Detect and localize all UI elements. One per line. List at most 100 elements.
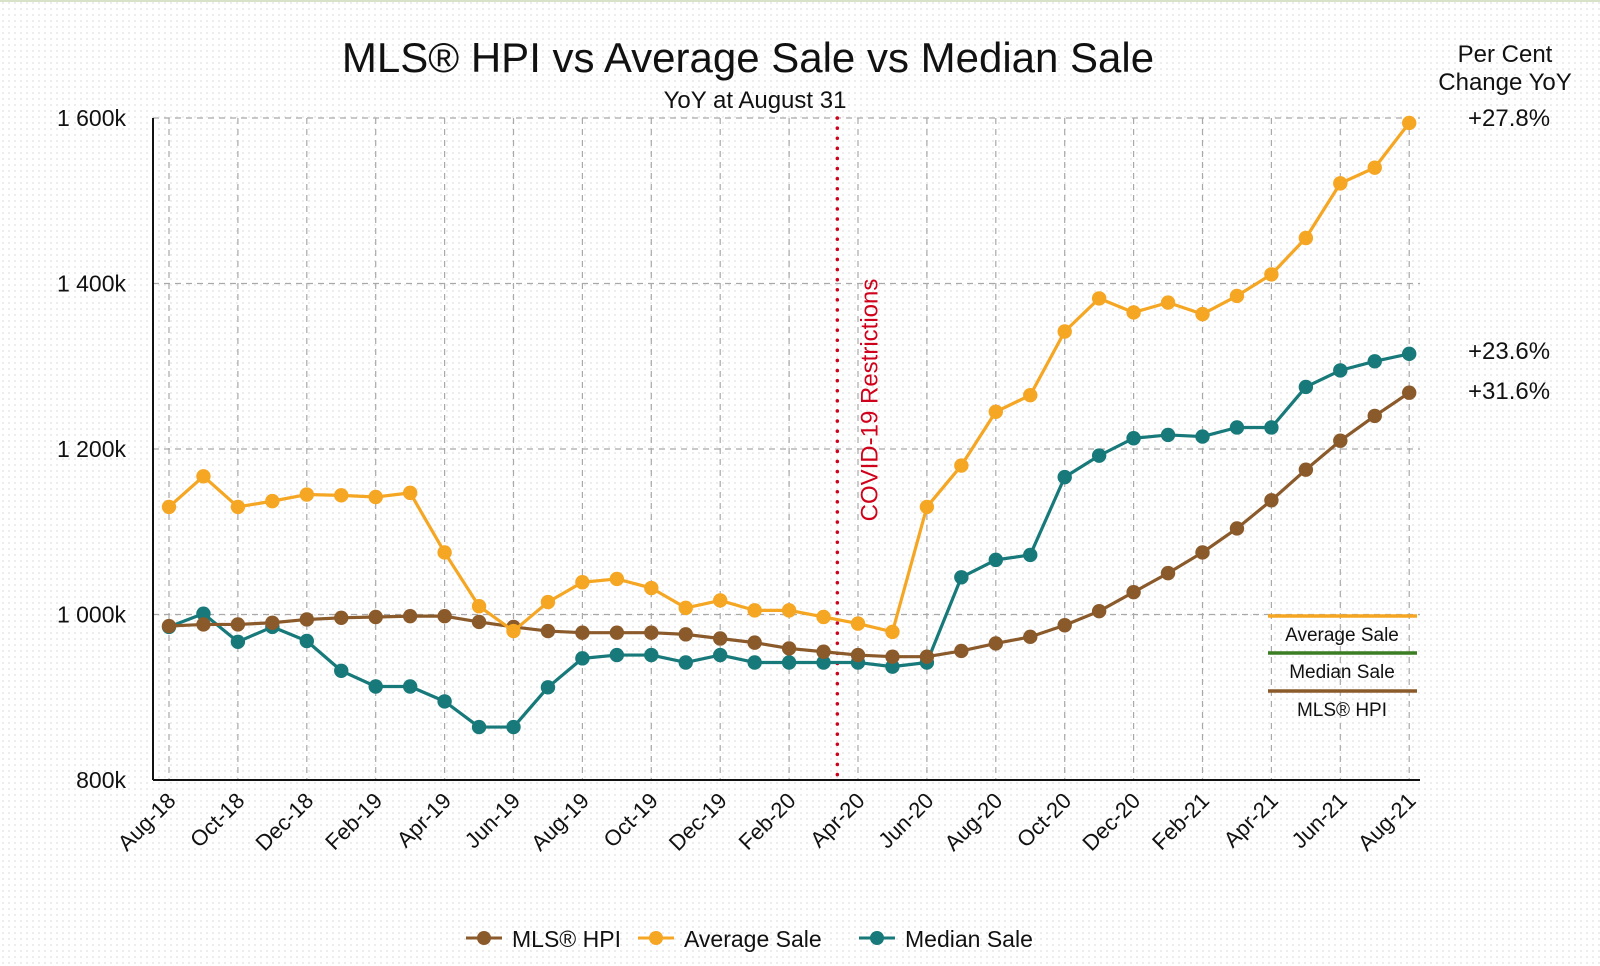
data-point — [954, 643, 969, 659]
data-point — [644, 625, 659, 640]
x-tick-label: Apr-21 — [1219, 788, 1283, 852]
data-point — [1402, 346, 1417, 362]
y-tick-label: 1 400k — [57, 271, 127, 297]
data-point — [230, 499, 246, 515]
bottom-legend: MLS® HPI Average Sale Median Sale — [466, 926, 1033, 952]
data-point — [575, 575, 590, 590]
data-point — [781, 655, 797, 670]
x-tick-label: Apr-19 — [392, 788, 456, 852]
data-point — [885, 659, 900, 674]
data-point — [540, 623, 556, 639]
x-tick-label: Aug-21 — [1353, 788, 1421, 856]
data-point — [506, 623, 521, 639]
data-point — [713, 631, 728, 646]
data-point — [1195, 429, 1210, 444]
data-point — [609, 647, 625, 663]
data-point — [954, 570, 969, 585]
data-point — [437, 608, 452, 624]
data-point — [988, 552, 1003, 568]
x-tick-label: Aug-18 — [113, 788, 181, 856]
data-point — [471, 599, 487, 614]
legend-swatch-marker — [477, 931, 491, 945]
x-tick-label: Jun-20 — [873, 788, 938, 853]
data-point — [1160, 295, 1176, 310]
x-tick-label: Aug-19 — [526, 788, 594, 856]
data-point — [1229, 288, 1245, 304]
data-point — [1091, 603, 1107, 619]
data-point — [402, 679, 418, 694]
data-point — [1367, 160, 1382, 175]
data-point — [368, 609, 383, 625]
data-point — [334, 610, 349, 626]
data-point — [1298, 379, 1314, 395]
x-tick-label: Oct-20 — [1012, 788, 1076, 852]
x-tick-label: Jun-21 — [1287, 788, 1352, 853]
data-point — [1091, 448, 1107, 463]
data-point — [540, 594, 556, 610]
data-point — [988, 404, 1003, 419]
pct-change-header-line2: Change YoY — [1438, 69, 1571, 96]
data-point — [161, 499, 177, 515]
data-point — [1333, 176, 1348, 191]
y-tick-label: 1 200k — [57, 436, 127, 462]
x-tick-label: Dec-19 — [664, 788, 732, 856]
data-point — [1333, 433, 1348, 448]
series-median-sale — [161, 346, 1417, 735]
data-point — [1160, 565, 1176, 581]
y-tick-label: 1 000k — [57, 602, 127, 628]
data-point — [299, 612, 314, 627]
inset-legend-label: Median Sale — [1289, 662, 1395, 683]
data-point — [1023, 388, 1038, 403]
data-point — [299, 633, 314, 649]
data-point — [299, 487, 314, 502]
data-point — [402, 485, 418, 501]
end-label-mls-hpi: +31.6% — [1468, 378, 1550, 405]
data-point — [816, 609, 831, 625]
data-point — [196, 469, 211, 484]
data-point — [609, 625, 625, 640]
data-point — [1264, 267, 1279, 282]
legend-swatch-marker — [870, 931, 884, 945]
data-point — [1298, 462, 1314, 477]
x-tick-label: Dec-18 — [251, 788, 319, 856]
x-tick-label: Feb-21 — [1147, 788, 1214, 855]
data-point — [609, 571, 625, 587]
data-point — [747, 655, 762, 670]
inset-legend: Average Sale Median Sale MLS® HPI — [1268, 614, 1417, 721]
data-point — [885, 624, 900, 640]
data-point — [885, 649, 900, 664]
grid — [153, 117, 1420, 780]
covid-annotation: COVID-19 Restrictions — [835, 116, 883, 782]
data-point — [850, 616, 866, 631]
inset-legend-label: Average Sale — [1285, 625, 1399, 646]
data-point — [747, 603, 762, 618]
inset-legend-label: MLS® HPI — [1297, 700, 1387, 721]
x-tick-label: Feb-20 — [734, 788, 801, 855]
end-label-average-sale: +27.8% — [1468, 105, 1550, 132]
legend-label: Median Sale — [905, 926, 1033, 952]
data-point — [471, 614, 487, 630]
data-point — [1333, 363, 1348, 378]
data-point — [1023, 629, 1038, 645]
data-point — [437, 545, 452, 560]
x-tick-label: Oct-19 — [598, 788, 662, 852]
x-tick-label: Jun-19 — [460, 788, 525, 853]
y-tick-label: 1 600k — [57, 105, 127, 131]
end-label-median-sale: +23.6% — [1468, 338, 1550, 365]
end-labels: +27.8% +23.6% +31.6% — [1468, 105, 1550, 405]
data-point — [196, 606, 211, 621]
data-point — [540, 680, 556, 695]
data-point — [1195, 306, 1210, 322]
data-point — [1367, 408, 1382, 424]
data-point — [1126, 584, 1141, 600]
data-point — [368, 679, 383, 694]
data-point — [644, 580, 659, 596]
series-average-sale — [161, 115, 1417, 640]
legend-label: Average Sale — [684, 926, 822, 952]
data-point — [816, 644, 831, 659]
data-point — [1229, 420, 1245, 435]
data-point — [678, 600, 693, 616]
data-point — [506, 719, 521, 735]
data-point — [1298, 230, 1314, 246]
data-point — [161, 618, 177, 634]
